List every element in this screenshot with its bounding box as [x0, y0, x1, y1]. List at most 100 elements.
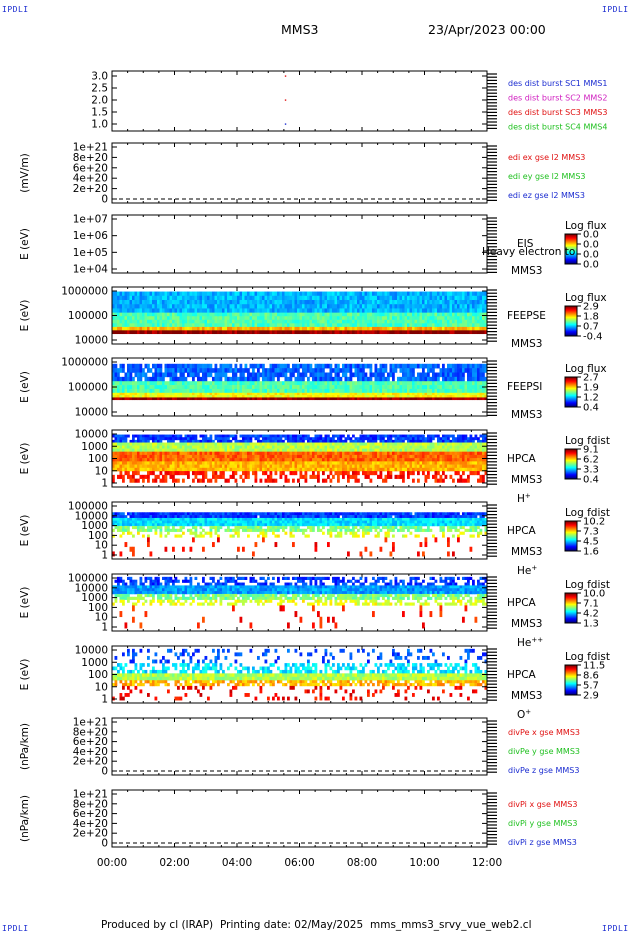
- spectro-cell: [192, 388, 195, 394]
- spectro-cell: [429, 308, 433, 313]
- spectro-cell: [282, 381, 285, 386]
- spectro-cell: [442, 326, 445, 331]
- spectro-cell: [307, 304, 310, 309]
- spectro-cell: [219, 451, 223, 456]
- spectro-cell: [264, 376, 268, 382]
- spectro-cell: [292, 304, 295, 309]
- spectro-cell: [139, 323, 143, 328]
- spectro-cell: [117, 326, 120, 331]
- colorbar-cell: [565, 326, 577, 328]
- spectro-cell: [187, 471, 190, 476]
- spectro-cell: [112, 316, 115, 321]
- spectro-cell: [302, 308, 305, 313]
- spectro-cell: [394, 397, 398, 401]
- spectro-cell: [229, 445, 233, 449]
- spectro-cell: [459, 299, 463, 305]
- spectro-cell: [192, 295, 195, 301]
- y-tick-label: 10000: [75, 407, 108, 419]
- spectro-cell: [132, 451, 135, 456]
- spectro-cell: [254, 458, 258, 462]
- spectro-cell: [167, 467, 170, 472]
- spectro-cell: [142, 295, 145, 301]
- spectro-cell: [467, 376, 470, 382]
- spectro-cell: [364, 363, 368, 369]
- spectro-cell: [159, 437, 163, 441]
- spectro-cell: [177, 323, 180, 328]
- spectro-cell: [189, 395, 193, 398]
- spectro-cell: [262, 434, 265, 438]
- spectro-cell: [194, 464, 198, 469]
- spectro-cell: [452, 376, 455, 382]
- spectro-cell: [209, 434, 213, 438]
- spectro-cell: [257, 385, 260, 390]
- spectro-cell: [337, 326, 340, 331]
- spectro-cell: [242, 392, 245, 396]
- colorbar-cell: [565, 243, 577, 245]
- spectro-cell: [174, 448, 178, 452]
- spectro-cell: [162, 385, 165, 390]
- spectro-cell: [239, 448, 243, 452]
- spectro-cell: [174, 467, 178, 472]
- spectro-cell: [147, 434, 150, 438]
- spectro-cell: [162, 304, 165, 309]
- spectro-cell: [179, 308, 183, 313]
- spectro-cell: [259, 326, 263, 331]
- spectro-cell: [234, 291, 238, 297]
- spectro-cell: [309, 437, 313, 441]
- spectro-cell: [419, 395, 423, 398]
- spectro-cell: [112, 363, 115, 369]
- spectro-cell: [327, 397, 330, 401]
- spectro-cell: [269, 312, 273, 317]
- spectro-cell: [347, 312, 350, 317]
- colorbar-cell: [565, 238, 577, 240]
- spectro-cell: [132, 392, 135, 396]
- spectro-cell: [364, 291, 368, 297]
- corner-label-top-right: IPDLI: [602, 5, 629, 14]
- spectro-cell: [222, 385, 225, 390]
- spectro-cell: [149, 388, 153, 394]
- spectro-cell: [142, 461, 145, 465]
- spectro-cell: [307, 454, 310, 459]
- spectro-cell: [234, 388, 238, 394]
- spectro-cell: [269, 474, 273, 479]
- spectro-cell: [242, 323, 245, 328]
- spectro-cell: [147, 395, 150, 398]
- spectro-cell: [264, 448, 268, 452]
- spectro-cell: [347, 381, 350, 386]
- spectro-cell: [264, 372, 268, 378]
- spectro-cell: [169, 316, 173, 321]
- spectro-cell: [299, 445, 303, 449]
- spectro-cell: [379, 319, 383, 324]
- spectro-cell: [122, 368, 125, 373]
- spectro-cell: [174, 368, 178, 373]
- spectro-cell: [229, 385, 233, 390]
- spectro-cell: [217, 439, 220, 443]
- spectro-cell: [139, 448, 143, 452]
- spectro-cell: [194, 308, 198, 313]
- spectro-cell: [404, 363, 408, 369]
- spectro-cell: [279, 454, 283, 459]
- spectro-cell: [352, 304, 355, 309]
- spectro-cell: [422, 381, 425, 386]
- spectro-cell: [204, 295, 208, 301]
- spectro-cell: [422, 291, 425, 297]
- spectro-cell: [127, 458, 130, 462]
- colorbar-cell: [565, 403, 577, 405]
- y-tick-label: 2e+20: [73, 828, 108, 840]
- colorbar-title: Log flux: [565, 363, 607, 375]
- spectro-cell: [369, 376, 373, 382]
- spectro-cell: [269, 376, 273, 382]
- spectro-cell: [187, 326, 190, 331]
- spectro-cell: [122, 392, 125, 396]
- spectro-cell: [239, 323, 243, 328]
- spectro-cell: [407, 291, 410, 297]
- spectro-cell: [184, 397, 188, 401]
- spectro-cell: [282, 385, 285, 390]
- spectro-cell: [342, 363, 345, 369]
- colorbar-cell: [565, 261, 577, 263]
- spectro-cell: [122, 448, 125, 452]
- spectro-cell: [172, 464, 175, 469]
- spectro-cell: [382, 381, 385, 386]
- spectro-cell: [429, 323, 433, 328]
- spectro-cell: [424, 385, 428, 390]
